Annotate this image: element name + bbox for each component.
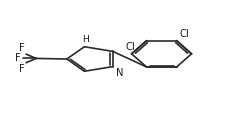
Text: H: H (82, 35, 89, 44)
Text: F: F (19, 64, 25, 74)
Text: F: F (15, 53, 21, 63)
Text: Cl: Cl (179, 29, 188, 39)
Text: Cl: Cl (125, 42, 135, 52)
Text: N: N (116, 68, 123, 78)
Text: F: F (19, 43, 25, 53)
